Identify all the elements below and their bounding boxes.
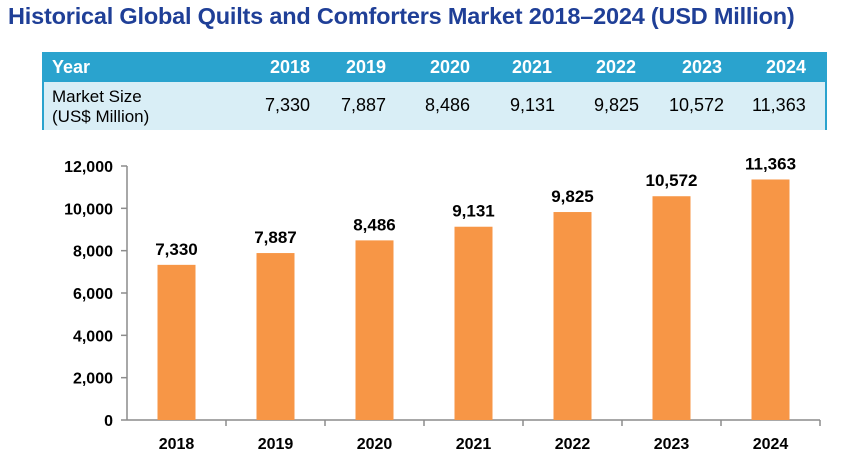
chart-data-labels: 7,330 7,887 8,486 9,131 9,825 10,572 11,363 xyxy=(155,154,796,258)
x-tick-label-2023: 2023 xyxy=(654,436,690,453)
data-label-2024: 11,363 xyxy=(745,154,796,173)
y-tick-label: 0 xyxy=(104,413,113,430)
data-label-2019: 7,887 xyxy=(254,228,297,247)
x-tick-label-2020: 2020 xyxy=(357,436,393,453)
header-year-2024: 2024 xyxy=(766,57,807,77)
row-label: Market Size (US$ Million) xyxy=(52,87,149,127)
bar-2021 xyxy=(454,226,493,420)
y-tick-label: 12,000 xyxy=(64,159,113,176)
x-tick-label-2024: 2024 xyxy=(753,436,789,453)
table-header-row: Year 2018 2019 2020 2021 2022 2023 2024 xyxy=(44,54,825,82)
y-tick-label: 4,000 xyxy=(73,328,113,345)
header-year-2018: 2018 xyxy=(270,57,311,77)
bar-2018 xyxy=(157,264,196,420)
row-label-line1: Market Size xyxy=(52,87,142,106)
header-year-2022: 2022 xyxy=(596,57,637,77)
row-label-line2: (US$ Million) xyxy=(52,107,150,126)
x-tick-label-2022: 2022 xyxy=(555,436,591,453)
value-2023: 10,572 xyxy=(669,95,725,115)
header-year-2020: 2020 xyxy=(430,57,471,77)
y-tick-label: 10,000 xyxy=(64,201,113,218)
y-tick-label: 2,000 xyxy=(73,371,113,388)
data-label-2023: 10,572 xyxy=(646,171,698,190)
data-label-2020: 8,486 xyxy=(353,215,396,234)
header-year-label: Year xyxy=(52,57,91,77)
page-title: Historical Global Quilts and Comforters … xyxy=(8,3,795,29)
bar-2023 xyxy=(652,196,691,420)
table-data-row: Market Size (US$ Million) 7,330 7,887 8,… xyxy=(44,82,825,130)
bar-2022 xyxy=(553,212,592,420)
header-year-2019: 2019 xyxy=(346,57,387,77)
data-label-2021: 9,131 xyxy=(452,202,495,221)
value-2020: 8,486 xyxy=(425,95,471,115)
chart-bars xyxy=(157,179,790,420)
y-tick-label: 6,000 xyxy=(73,286,113,303)
market-size-table: Year 2018 2019 2020 2021 2022 2023 2024 … xyxy=(42,52,827,130)
bar-2019 xyxy=(256,253,295,420)
chart-axes: 0 2,000 4,000 6,000 8,000 10,000 12,000 2018 201… xyxy=(64,159,821,453)
value-2018: 7,330 xyxy=(265,95,311,115)
header-year-2021: 2021 xyxy=(512,57,553,77)
data-label-2022: 9,825 xyxy=(551,187,594,206)
x-tick-label-2018: 2018 xyxy=(159,436,195,453)
value-2024: 11,363 xyxy=(752,95,806,115)
bar-2024 xyxy=(751,179,790,420)
bar-2020 xyxy=(355,240,394,420)
y-tick-label: 8,000 xyxy=(73,244,113,261)
value-2021: 9,131 xyxy=(510,95,556,115)
value-2019: 7,887 xyxy=(341,95,387,115)
market-size-bar-chart: 0 2,000 4,000 6,000 8,000 10,000 12,000 2018 201… xyxy=(64,154,821,453)
x-tick-label-2019: 2019 xyxy=(258,436,294,453)
x-tick-label-2021: 2021 xyxy=(456,436,492,453)
value-2022: 9,825 xyxy=(594,95,640,115)
header-year-2023: 2023 xyxy=(682,57,723,77)
data-label-2018: 7,330 xyxy=(155,240,198,259)
